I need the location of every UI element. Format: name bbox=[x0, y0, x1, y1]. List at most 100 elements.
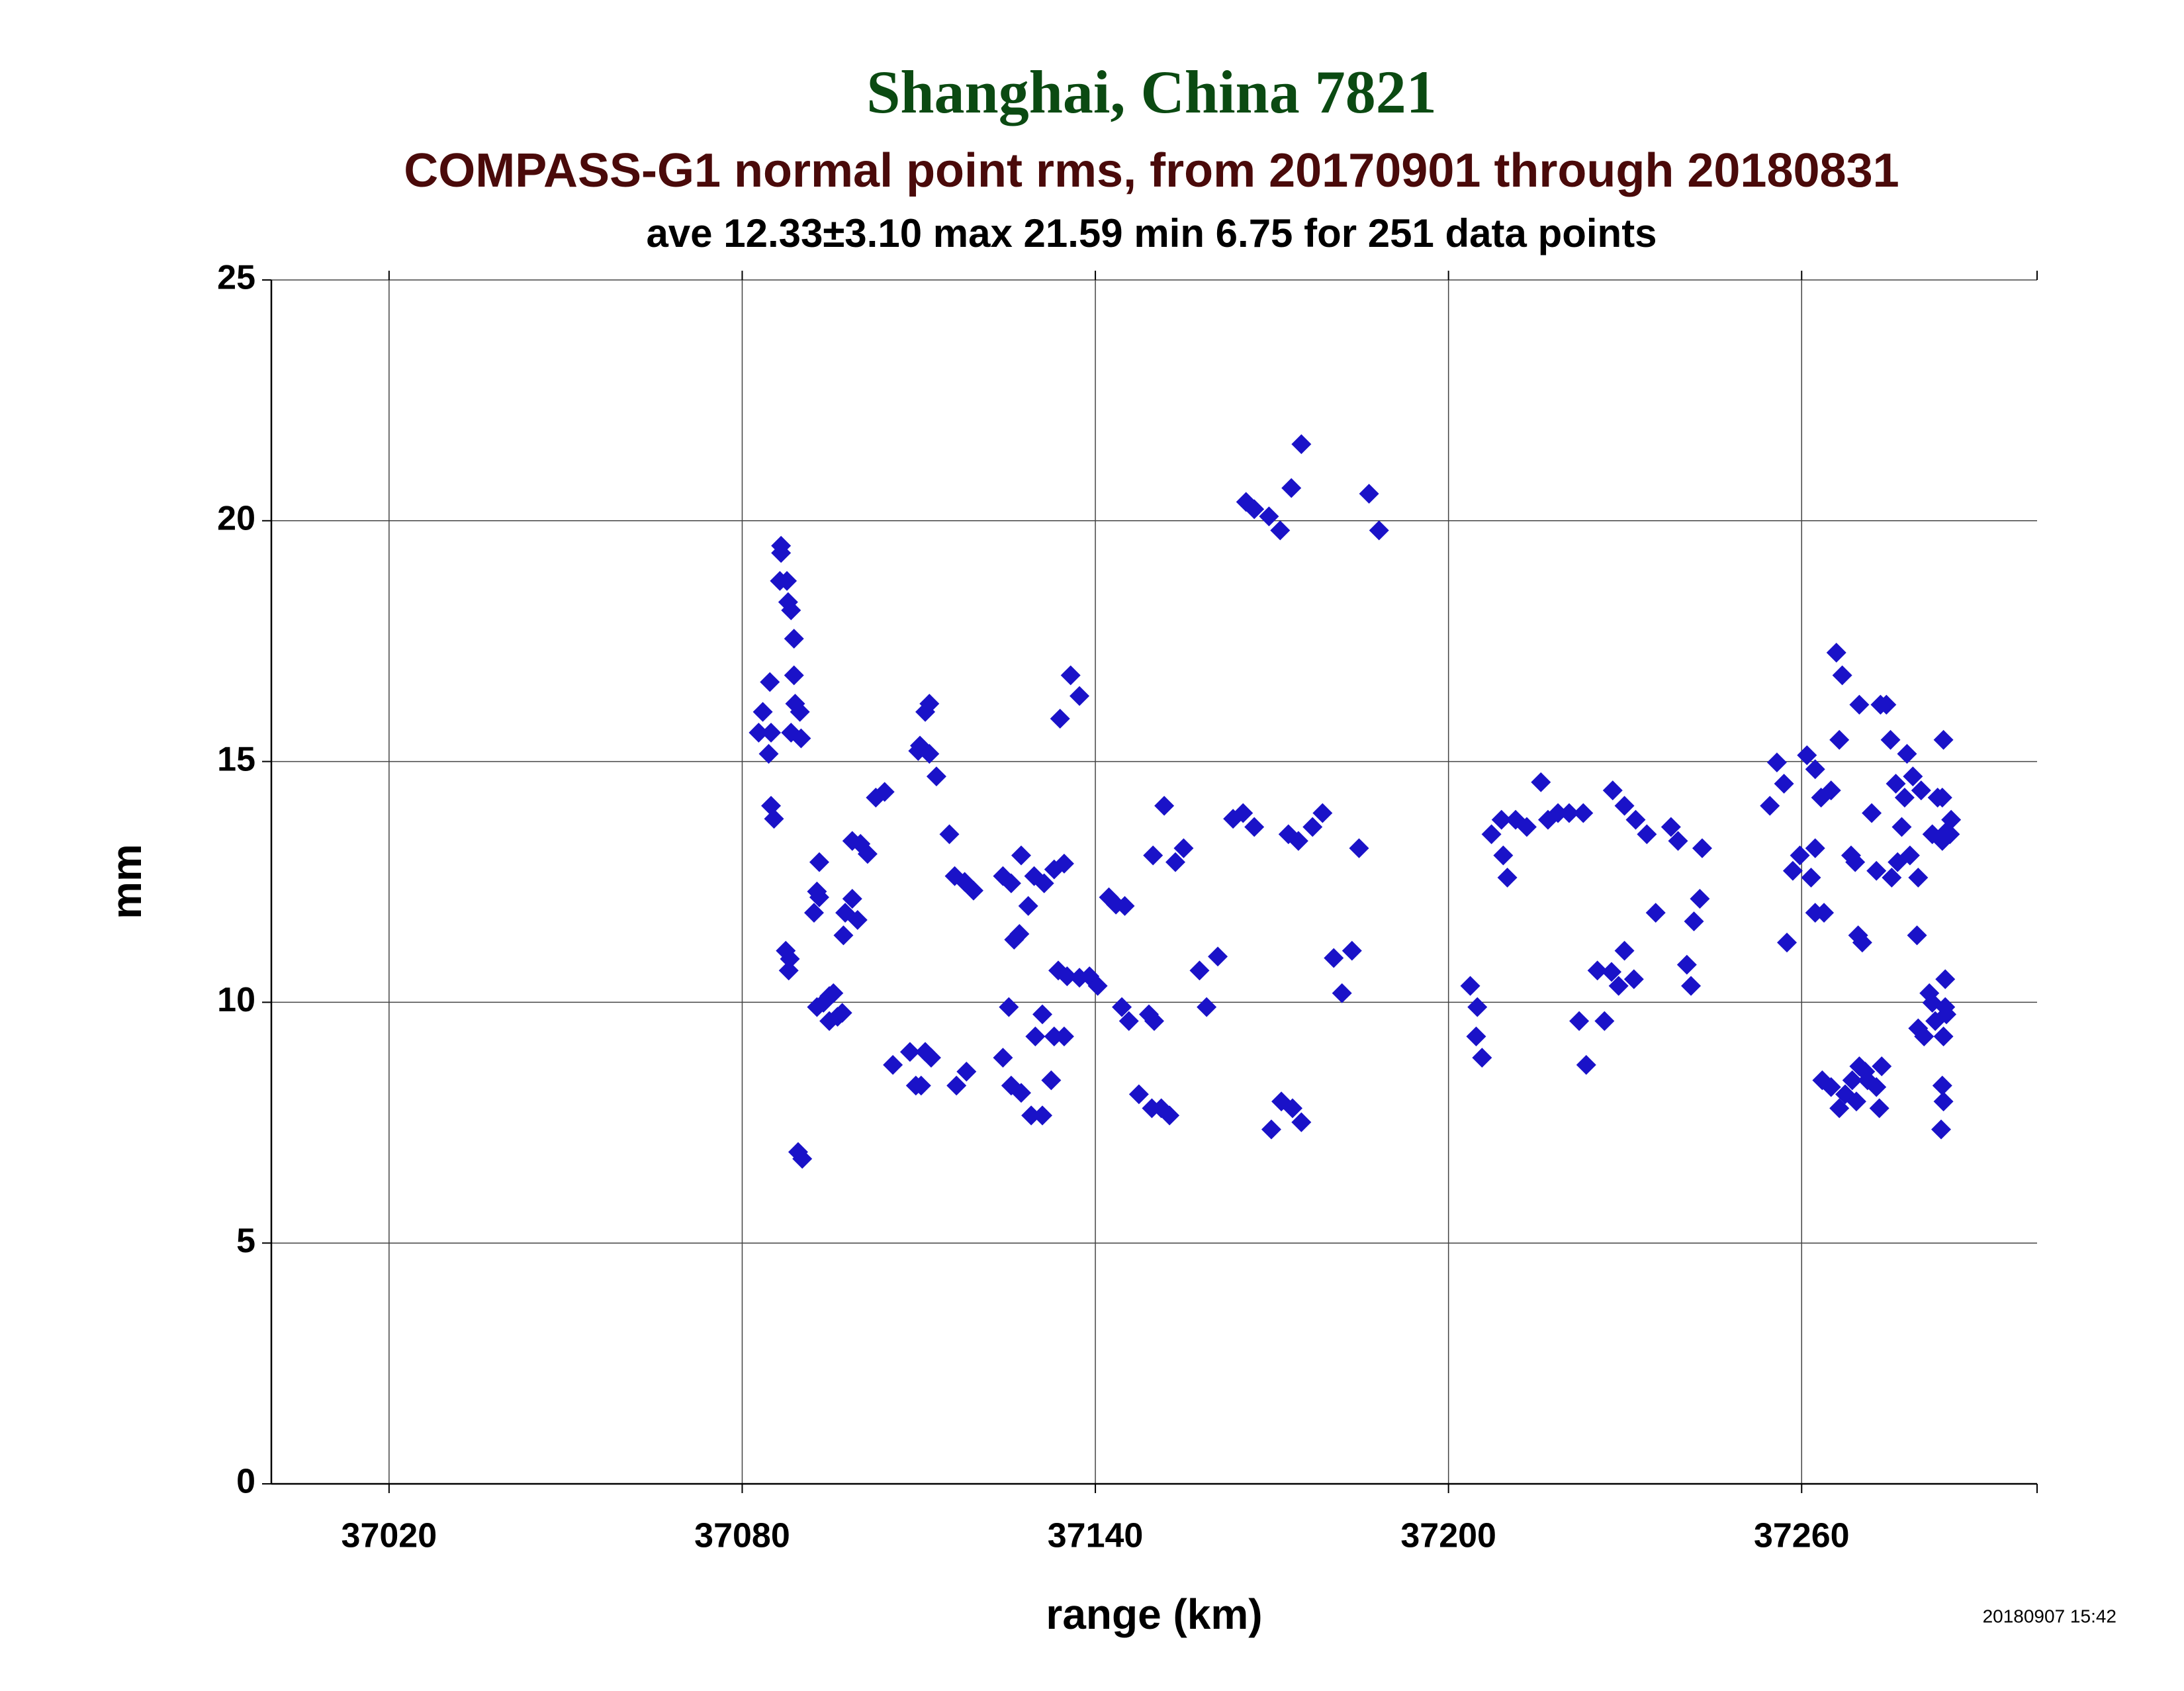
data-point bbox=[1467, 997, 1488, 1017]
data-point bbox=[1782, 860, 1803, 881]
data-point bbox=[1349, 838, 1369, 858]
data-point bbox=[1866, 860, 1887, 881]
timestamp: 20180907 15:42 bbox=[1983, 1606, 2116, 1626]
data-point bbox=[1054, 853, 1074, 874]
data-point bbox=[792, 1148, 813, 1169]
data-point bbox=[758, 743, 779, 764]
data-point bbox=[1594, 1011, 1615, 1031]
data-point bbox=[1497, 867, 1518, 888]
data-point bbox=[919, 743, 940, 764]
data-point bbox=[761, 722, 782, 743]
y-axis-label: mm bbox=[103, 844, 150, 919]
data-point bbox=[1491, 809, 1512, 830]
data-point bbox=[1165, 852, 1186, 872]
data-point bbox=[761, 796, 782, 816]
axes: 0 5 10 15 20 25 37020 37080 37140 37200 37260 bbox=[217, 259, 2038, 1555]
data-point bbox=[1846, 1091, 1866, 1112]
grid bbox=[271, 279, 2037, 1485]
data-point bbox=[1623, 969, 1644, 989]
data-point bbox=[1690, 888, 1710, 909]
data-point bbox=[1676, 954, 1697, 975]
data-point bbox=[1282, 1098, 1302, 1119]
data-point bbox=[1531, 772, 1551, 792]
data-point bbox=[1614, 940, 1635, 961]
data-point bbox=[1112, 997, 1132, 1017]
data-point bbox=[1899, 845, 1920, 866]
data-point bbox=[1821, 1077, 1841, 1097]
data-point bbox=[1291, 1112, 1312, 1132]
data-point bbox=[1608, 976, 1629, 996]
data-point bbox=[1908, 867, 1929, 888]
data-point bbox=[1342, 940, 1362, 961]
data-point bbox=[1684, 911, 1704, 932]
data-point bbox=[1935, 969, 1956, 989]
data-point bbox=[999, 997, 1019, 1017]
data-point bbox=[1826, 643, 1846, 663]
data-point bbox=[1332, 983, 1352, 1003]
data-point bbox=[1681, 976, 1702, 996]
data-point bbox=[1288, 831, 1308, 851]
y-tick-label: 0 bbox=[236, 1463, 255, 1501]
data-point bbox=[1197, 997, 1217, 1017]
x-tick-label: 37080 bbox=[694, 1517, 790, 1555]
data-point bbox=[1842, 1070, 1862, 1091]
data-point bbox=[1115, 895, 1135, 916]
data-point bbox=[1143, 845, 1163, 866]
data-point bbox=[1057, 966, 1077, 987]
data-point bbox=[1576, 1054, 1596, 1075]
data-point bbox=[809, 852, 829, 872]
data-point bbox=[1866, 1077, 1887, 1097]
data-point bbox=[883, 1054, 903, 1075]
data-point bbox=[780, 948, 800, 969]
data-point bbox=[778, 960, 799, 981]
data-point bbox=[764, 809, 784, 829]
data-point bbox=[823, 983, 844, 1003]
data-point bbox=[946, 1075, 967, 1096]
data-point bbox=[1173, 838, 1194, 858]
data-point bbox=[1208, 946, 1228, 967]
data-point bbox=[919, 694, 940, 714]
y-tick-label: 10 bbox=[217, 981, 255, 1019]
data-point bbox=[1692, 838, 1712, 858]
data-point bbox=[771, 543, 792, 563]
data-point bbox=[1018, 895, 1038, 916]
data-point bbox=[1034, 873, 1054, 893]
data-point bbox=[1087, 976, 1108, 996]
x-tick-label: 37140 bbox=[1048, 1517, 1144, 1555]
data-point bbox=[1472, 1048, 1492, 1068]
data-point bbox=[1032, 1105, 1053, 1126]
data-point bbox=[1559, 803, 1579, 823]
data-point bbox=[1886, 774, 1906, 794]
data-point bbox=[1625, 809, 1646, 830]
data-point bbox=[1050, 708, 1070, 729]
data-point bbox=[1933, 1027, 1954, 1047]
data-point bbox=[1602, 780, 1623, 801]
data-point bbox=[1872, 1056, 1892, 1077]
data-point bbox=[1189, 960, 1210, 981]
data-point bbox=[1869, 1098, 1889, 1119]
data-point bbox=[1281, 478, 1302, 498]
data-point bbox=[1849, 694, 1870, 715]
data-point bbox=[926, 766, 946, 787]
data-point bbox=[1032, 1004, 1053, 1025]
y-tick-label: 5 bbox=[236, 1222, 255, 1260]
data-point bbox=[1814, 903, 1835, 923]
data-point bbox=[1569, 1011, 1590, 1031]
data-point bbox=[921, 1048, 941, 1068]
chart-subtitle: COMPASS-G1 normal point rms, from 201709… bbox=[404, 144, 1899, 197]
data-point bbox=[1011, 845, 1032, 866]
data-point bbox=[993, 1048, 1013, 1068]
data-point bbox=[1359, 484, 1379, 504]
data-point bbox=[1118, 1011, 1139, 1031]
data-point bbox=[784, 665, 804, 686]
data-point bbox=[874, 782, 895, 802]
data-point bbox=[1614, 796, 1635, 816]
data-point bbox=[956, 1062, 977, 1082]
data-point bbox=[1160, 1105, 1180, 1126]
data-point bbox=[1602, 962, 1622, 982]
data-point bbox=[1668, 831, 1688, 851]
data-point bbox=[1259, 506, 1279, 527]
data-point bbox=[1154, 796, 1175, 816]
data-point bbox=[1021, 1105, 1042, 1126]
